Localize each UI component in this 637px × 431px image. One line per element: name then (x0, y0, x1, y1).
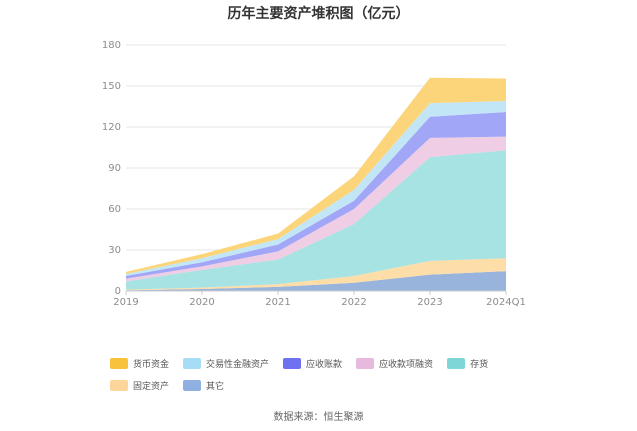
legend-item[interactable]: 存货 (447, 357, 488, 370)
legend-swatch (447, 358, 466, 369)
legend-swatch (110, 358, 128, 369)
legend-label: 固定资产 (133, 382, 170, 392)
legend-swatch (183, 358, 202, 369)
y-tick-label: 60 (108, 204, 121, 215)
legend-label: 其它 (206, 382, 225, 392)
legend: 货币资金 交易性金融资产 应收账款 应收款项融资 存货固定资产 其它 (110, 354, 550, 398)
legend-label: 交易性金融资产 (206, 360, 270, 370)
legend-swatch (356, 358, 375, 369)
area-series-1 (126, 258, 506, 291)
area-series-0 (126, 271, 506, 291)
x-tick-label: 2023 (417, 297, 442, 308)
x-tick-label: 2020 (189, 297, 214, 308)
y-tick-label: 30 (108, 245, 121, 256)
y-tick-label: 120 (102, 122, 121, 133)
chart-title: 历年主要资产堆积图（亿元） (227, 6, 410, 22)
y-tick-label: 150 (102, 81, 121, 92)
legend-swatch (110, 380, 128, 391)
area-series-3 (126, 136, 506, 282)
area-series-6 (126, 77, 506, 274)
y-tick-label: 90 (108, 163, 121, 174)
y-tick-label: 180 (102, 40, 121, 51)
legend-item[interactable]: 固定资产 (110, 379, 169, 392)
legend-label: 货币资金 (133, 360, 170, 370)
legend-label: 应收账款 (306, 360, 343, 370)
x-tick-label: 2022 (341, 297, 366, 308)
legend-item[interactable]: 交易性金融资产 (183, 357, 269, 370)
legend-item[interactable]: 货币资金 (110, 357, 169, 370)
legend-item[interactable]: 应收款项融资 (356, 357, 433, 370)
legend-label: 存货 (470, 360, 489, 370)
legend-swatch (283, 358, 302, 369)
x-tick-label: 2024Q1 (486, 297, 526, 308)
x-tick-label: 2019 (113, 297, 138, 308)
legend-item[interactable]: 其它 (183, 379, 224, 392)
source-note: 数据来源：恒生聚源 (273, 412, 364, 423)
x-tick-label: 2021 (265, 297, 290, 308)
legend-item[interactable]: 应收账款 (283, 357, 342, 370)
area-series-2 (126, 150, 506, 290)
y-tick-label: 0 (115, 286, 121, 297)
legend-label: 应收款项融资 (379, 360, 434, 370)
legend-swatch (183, 380, 202, 391)
area-series-4 (126, 111, 506, 279)
